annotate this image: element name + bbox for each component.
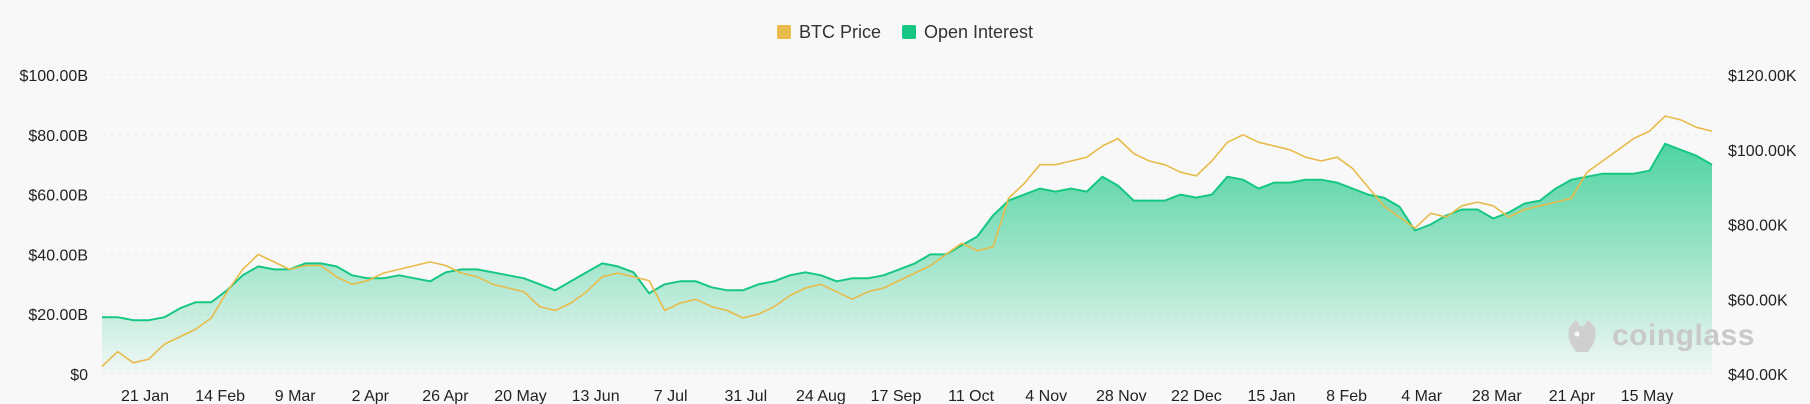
x-tick-label: 22 Dec xyxy=(1171,388,1222,404)
open-interest-area-fill xyxy=(102,143,1712,374)
x-tick-label: 31 Jul xyxy=(724,388,767,404)
x-tick-label: 13 Jun xyxy=(572,388,620,404)
legend-swatch-btc-price xyxy=(776,24,791,39)
coinglass-watermark: coinglass xyxy=(1562,316,1755,356)
x-tick-label: 21 Jan xyxy=(121,388,169,404)
x-tick-label: 4 Mar xyxy=(1401,388,1443,404)
y-right-tick-label: $80.00K xyxy=(1728,218,1788,235)
x-tick-label: 7 Jul xyxy=(654,388,688,404)
open-interest-area xyxy=(102,143,1712,374)
y-right-tick-label: $100.00K xyxy=(1728,143,1797,160)
x-axis: 21 Jan 14 Feb 9 Mar 2 Apr 26 Apr 20 May 13 Jun… xyxy=(121,388,1673,404)
x-tick-label: 15 May xyxy=(1621,388,1673,404)
legend-item-open-interest[interactable]: Open Interest xyxy=(901,21,1034,43)
btc-price-line xyxy=(101,115,1713,368)
y-right-tick-label: $40.00K xyxy=(1728,367,1788,384)
x-tick-label: 20 May xyxy=(494,388,546,404)
legend-swatch-open-interest xyxy=(901,24,916,39)
x-tick-label: 28 Mar xyxy=(1472,388,1522,404)
x-tick-label: 8 Feb xyxy=(1326,388,1367,404)
x-tick-label: 14 Feb xyxy=(195,388,245,404)
y-axis-left: $0 $20.00B $40.00B $60.00B $80.00B $100.00B xyxy=(19,68,88,384)
legend-label-btc-price: BTC Price xyxy=(798,21,881,42)
y-left-tick-label: $100.00B xyxy=(19,68,88,85)
x-tick-label: 24 Aug xyxy=(796,388,846,404)
x-tick-label: 28 Nov xyxy=(1096,388,1147,404)
y-left-tick-label: $40.00B xyxy=(28,247,88,264)
y-left-tick-label: $20.00B xyxy=(28,307,88,324)
x-tick-label: 15 Jan xyxy=(1247,388,1295,404)
y-left-tick-label: $60.00B xyxy=(28,188,88,205)
x-tick-label: 26 Apr xyxy=(422,388,469,404)
x-tick-label: 4 Nov xyxy=(1025,388,1067,404)
x-tick-label: 21 Apr xyxy=(1549,388,1596,404)
x-tick-label: 9 Mar xyxy=(275,388,317,404)
x-tick-label: 17 Sep xyxy=(871,388,922,404)
y-left-tick-label: $80.00B xyxy=(28,128,88,145)
legend-label-open-interest: Open Interest xyxy=(923,21,1034,42)
y-axis-right: $40.00K $60.00K $80.00K $100.00K $120.00K xyxy=(1728,68,1797,384)
watermark-text: coinglass xyxy=(1612,319,1755,352)
y-right-tick-label: $60.00K xyxy=(1728,292,1788,309)
chart-legend: BTC Price Open Interest xyxy=(0,21,1810,43)
x-tick-label: 11 Oct xyxy=(948,388,995,404)
coinglass-logo-icon xyxy=(1568,320,1596,352)
series-lines xyxy=(101,115,1713,368)
y-left-tick-label: $0 xyxy=(70,367,88,384)
x-tick-label: 2 Apr xyxy=(352,388,390,404)
y-right-tick-label: $120.00K xyxy=(1728,68,1797,85)
legend-item-btc-price[interactable]: BTC Price xyxy=(776,21,881,43)
